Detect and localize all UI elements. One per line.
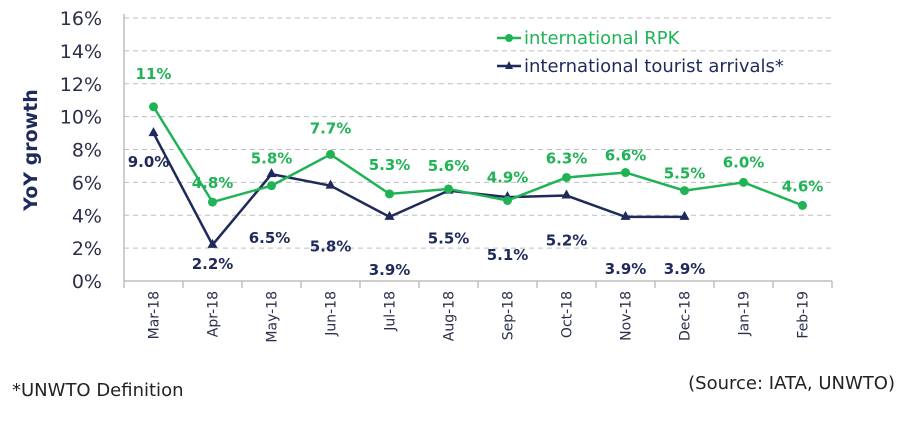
y-tick-label: 12% xyxy=(60,74,102,96)
rpk-data-label: 5.8% xyxy=(251,150,293,168)
rpk-point xyxy=(798,200,807,210)
y-tick-label: 4% xyxy=(72,205,102,227)
y-tick-label: 2% xyxy=(72,238,102,260)
tourist-data-label: 5.5% xyxy=(428,230,470,248)
y-tick-label: 0% xyxy=(72,271,102,293)
rpk-point xyxy=(326,149,335,159)
x-tick-label: Jul-18 xyxy=(383,291,399,332)
x-tick-label: Mar-18 xyxy=(147,291,163,339)
rpk-point xyxy=(444,184,453,194)
rpk-data-label: 4.8% xyxy=(192,174,234,192)
tourist-data-label: 9.0% xyxy=(128,153,170,171)
rpk-point xyxy=(149,102,158,112)
rpk-point xyxy=(385,189,394,199)
x-tick-label: Oct-18 xyxy=(560,291,576,338)
rpk-point xyxy=(562,172,571,182)
rpk-point xyxy=(621,168,630,178)
rpk-point xyxy=(208,197,217,207)
x-tick-label: Nov-18 xyxy=(619,291,635,341)
rpk-data-label: 6.0% xyxy=(723,153,765,171)
y-tick-label: 6% xyxy=(72,172,102,194)
rpk-point xyxy=(739,177,748,187)
rpk-point xyxy=(267,181,276,191)
tourist-point xyxy=(325,179,336,189)
tourist-data-label: 5.2% xyxy=(546,232,588,250)
y-tick-label: 8% xyxy=(72,140,102,162)
legend-circle-icon xyxy=(505,34,513,42)
tourist-point xyxy=(266,168,277,178)
rpk-data-label: 6.3% xyxy=(546,149,588,167)
rpk-data-label: 5.6% xyxy=(428,157,470,175)
tourist-point xyxy=(561,189,572,199)
series-line-tourist-arrivals xyxy=(152,132,685,248)
rpk-point xyxy=(503,195,512,205)
x-tick-label: Aug-18 xyxy=(442,291,458,341)
source-note: (Source: IATA, UNWTO) xyxy=(688,373,895,394)
x-tick-label: Jan-19 xyxy=(737,291,753,336)
rpk-data-label: 4.9% xyxy=(487,168,529,186)
tourist-data-label: 5.1% xyxy=(487,246,529,264)
tourist-point xyxy=(148,127,159,137)
legend-label: international RPK xyxy=(524,28,681,49)
x-tick-label: Apr-18 xyxy=(206,291,222,337)
rpk-data-label: 5.3% xyxy=(369,156,411,174)
tourist-data-label: 2.2% xyxy=(192,255,234,273)
x-tick-label: Dec-18 xyxy=(678,291,694,341)
tourist-point xyxy=(620,210,631,220)
tourist-data-label: 3.9% xyxy=(664,260,706,278)
tourist-data-label: 3.9% xyxy=(369,261,411,279)
y-tick-label: 16% xyxy=(60,8,102,30)
x-tick-label: Sep-18 xyxy=(501,291,517,340)
rpk-data-label: 6.6% xyxy=(605,147,647,165)
tourist-data-label: 3.9% xyxy=(605,260,647,278)
footnote: *UNWTO Definition xyxy=(12,380,184,401)
rpk-data-label: 4.6% xyxy=(782,177,824,195)
tourist-point xyxy=(679,210,690,220)
rpk-data-label: 11% xyxy=(136,65,172,83)
y-tick-label: 10% xyxy=(60,107,102,129)
rpk-data-label: 7.7% xyxy=(310,119,352,137)
rpk-data-label: 5.5% xyxy=(664,165,706,183)
y-axis-label: YoY growth xyxy=(20,89,42,212)
rpk-point xyxy=(680,186,689,196)
x-tick-label: Feb-19 xyxy=(796,291,812,339)
tourist-point xyxy=(384,210,395,220)
x-tick-label: May-18 xyxy=(265,291,281,343)
x-tick-label: Jun-18 xyxy=(324,291,340,337)
tourist-point xyxy=(207,238,218,248)
legend-triangle-icon xyxy=(505,61,513,69)
series-line-rpk xyxy=(152,106,803,207)
tourist-data-label: 5.8% xyxy=(310,238,352,256)
y-tick-label: 14% xyxy=(60,41,102,63)
tourist-data-label: 6.5% xyxy=(249,229,291,247)
legend-label: international tourist arrivals* xyxy=(524,56,784,77)
